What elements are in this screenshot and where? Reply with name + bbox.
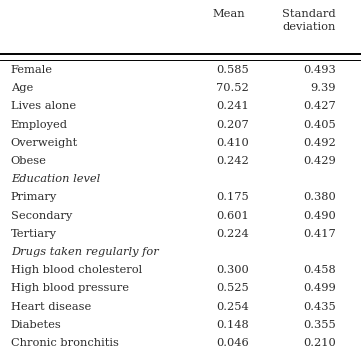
Text: Standard
deviation: Standard deviation [282,9,335,32]
Text: Mean: Mean [213,9,245,19]
Text: 0.148: 0.148 [216,320,249,330]
Text: Obese: Obese [11,156,47,166]
Text: Chronic bronchitis: Chronic bronchitis [11,338,119,348]
Text: 0.499: 0.499 [303,284,336,293]
Text: 0.493: 0.493 [303,65,336,75]
Text: 0.046: 0.046 [216,338,249,348]
Text: High blood cholesterol: High blood cholesterol [11,265,142,275]
Text: Education level: Education level [11,174,100,184]
Text: Age: Age [11,83,33,93]
Text: Secondary: Secondary [11,211,72,220]
Text: 0.241: 0.241 [216,102,249,111]
Text: 0.175: 0.175 [216,193,249,202]
Text: Tertiary: Tertiary [11,229,57,239]
Text: 9.39: 9.39 [310,83,336,93]
Text: 0.300: 0.300 [216,265,249,275]
Text: 70.52: 70.52 [216,83,249,93]
Text: 0.492: 0.492 [303,138,336,148]
Text: 0.490: 0.490 [303,211,336,220]
Text: 0.429: 0.429 [303,156,336,166]
Text: 0.525: 0.525 [216,284,249,293]
Text: 0.210: 0.210 [303,338,336,348]
Text: 0.380: 0.380 [303,193,336,202]
Text: 0.207: 0.207 [216,120,249,130]
Text: 0.355: 0.355 [303,320,336,330]
Text: Drugs taken regularly for: Drugs taken regularly for [11,247,158,257]
Text: 0.427: 0.427 [303,102,336,111]
Text: 0.601: 0.601 [216,211,249,220]
Text: 0.458: 0.458 [303,265,336,275]
Text: Diabetes: Diabetes [11,320,62,330]
Text: High blood pressure: High blood pressure [11,284,129,293]
Text: 0.417: 0.417 [303,229,336,239]
Text: 0.435: 0.435 [303,302,336,312]
Text: 0.224: 0.224 [216,229,249,239]
Text: Lives alone: Lives alone [11,102,76,111]
Text: 0.254: 0.254 [216,302,249,312]
Text: 0.242: 0.242 [216,156,249,166]
Text: 0.405: 0.405 [303,120,336,130]
Text: Overweight: Overweight [11,138,78,148]
Text: Primary: Primary [11,193,57,202]
Text: Employed: Employed [11,120,68,130]
Text: 0.585: 0.585 [216,65,249,75]
Text: 0.410: 0.410 [216,138,249,148]
Text: Heart disease: Heart disease [11,302,91,312]
Text: Female: Female [11,65,53,75]
